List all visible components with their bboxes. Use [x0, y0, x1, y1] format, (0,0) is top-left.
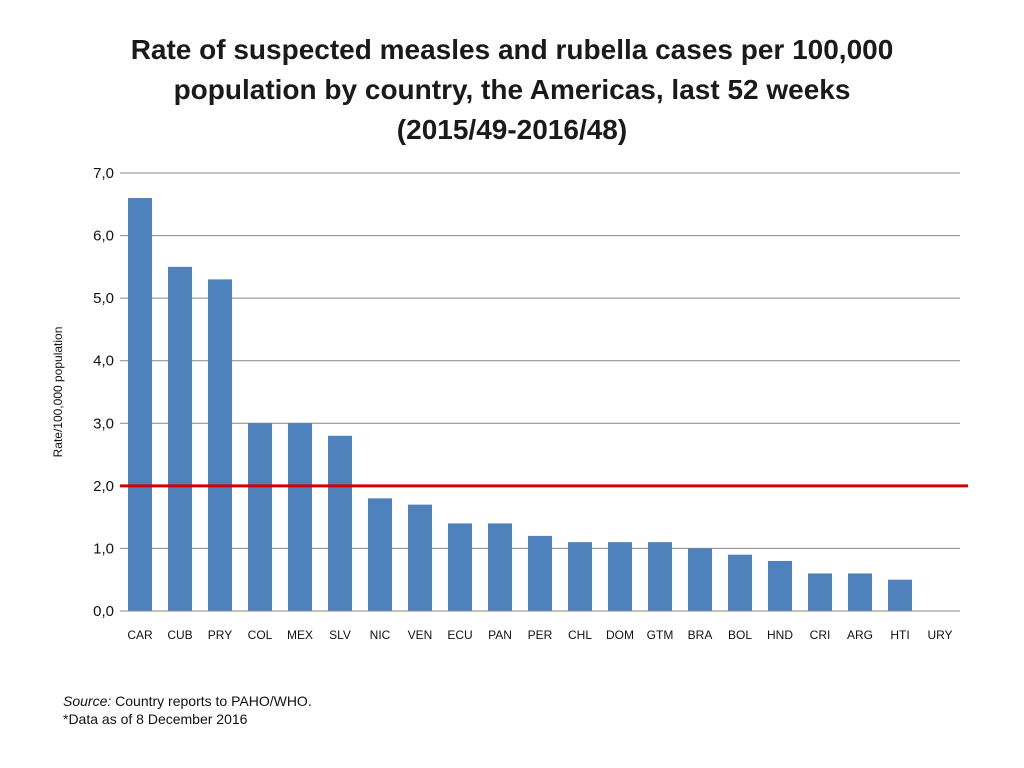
x-tick-label: PRY — [208, 628, 232, 642]
bar-nic — [368, 498, 392, 611]
x-tick-label: PAN — [488, 628, 512, 642]
bar-gtm — [648, 542, 672, 611]
source-note: Source: Country reports to PAHO/WHO. *Da… — [63, 692, 312, 728]
bar-cub — [168, 266, 192, 611]
x-tick-label: ECU — [447, 628, 472, 642]
bar-dom — [608, 542, 632, 611]
x-tick-label: COL — [248, 628, 273, 642]
bar-car — [128, 198, 152, 611]
chart-title-line-3: (2015/49-2016/48) — [396, 114, 628, 145]
bar-arg — [848, 573, 872, 611]
bar-ven — [408, 504, 432, 611]
bar-ecu — [448, 523, 472, 611]
x-tick-label: VEN — [408, 628, 433, 642]
x-tick-label: MEX — [287, 628, 313, 642]
x-tick-label: ARG — [847, 628, 873, 642]
chart-title-line-1: Rate of suspected measles and rubella ca… — [130, 34, 894, 65]
y-tick-label: 7,0 — [93, 165, 114, 182]
y-tick-label: 4,0 — [93, 353, 114, 370]
x-tick-label: GTM — [647, 628, 674, 642]
y-tick-label: 5,0 — [93, 290, 114, 307]
bars — [128, 198, 912, 611]
source-text: Country reports to PAHO/WHO. — [111, 693, 312, 709]
x-tick-label: URY — [927, 628, 952, 642]
source-label: Source: — [63, 693, 112, 709]
y-axis-title: Rate/100,000 population — [51, 327, 65, 458]
y-tick-label: 6,0 — [93, 228, 114, 245]
chart-title: Rate of suspected measles and rubella ca… — [40, 30, 984, 150]
x-tick-label: SLV — [329, 628, 351, 642]
source-line: Source: Country reports to PAHO/WHO. — [63, 692, 312, 710]
y-tick-label: 2,0 — [93, 478, 114, 495]
bar-bol — [728, 554, 752, 611]
x-tick-label: PER — [528, 628, 553, 642]
y-tick-label: 3,0 — [93, 415, 114, 432]
x-tick-label: CAR — [127, 628, 153, 642]
x-tick-label: BOL — [728, 628, 752, 642]
bar-hnd — [768, 560, 792, 611]
bar-pan — [488, 523, 512, 611]
bar-mex — [288, 423, 312, 611]
bar-per — [528, 535, 552, 611]
x-tick-label: CHL — [568, 628, 592, 642]
data-date-note: *Data as of 8 December 2016 — [63, 711, 248, 727]
y-tick-label: 1,0 — [93, 540, 114, 557]
x-tick-label: HND — [767, 628, 793, 642]
y-tick-label: 0,0 — [93, 603, 114, 620]
bar-slv — [328, 435, 352, 611]
x-tick-label: DOM — [606, 628, 634, 642]
x-tick-label: HTI — [890, 628, 909, 642]
bar-bra — [688, 548, 712, 611]
x-tick-label: NIC — [370, 628, 391, 642]
bar-col — [248, 423, 272, 611]
bar-hti — [888, 579, 912, 611]
bar-cri — [808, 573, 832, 611]
x-axis-ticks: CAR CUB PRY COL MEX SLV NIC VEN ECU PAN PER CHL DOM G… — [127, 628, 952, 642]
x-tick-label: CUB — [167, 628, 192, 642]
x-tick-label: CRI — [810, 628, 831, 642]
x-tick-label: BRA — [688, 628, 713, 642]
chart-title-line-2: population by country, the Americas, las… — [173, 74, 851, 105]
bar-pry — [208, 279, 232, 611]
y-axis-ticks: 0,0 1,0 2,0 3,0 4,0 5,0 6,0 7,0 — [93, 165, 114, 620]
bar-chl — [568, 542, 592, 611]
